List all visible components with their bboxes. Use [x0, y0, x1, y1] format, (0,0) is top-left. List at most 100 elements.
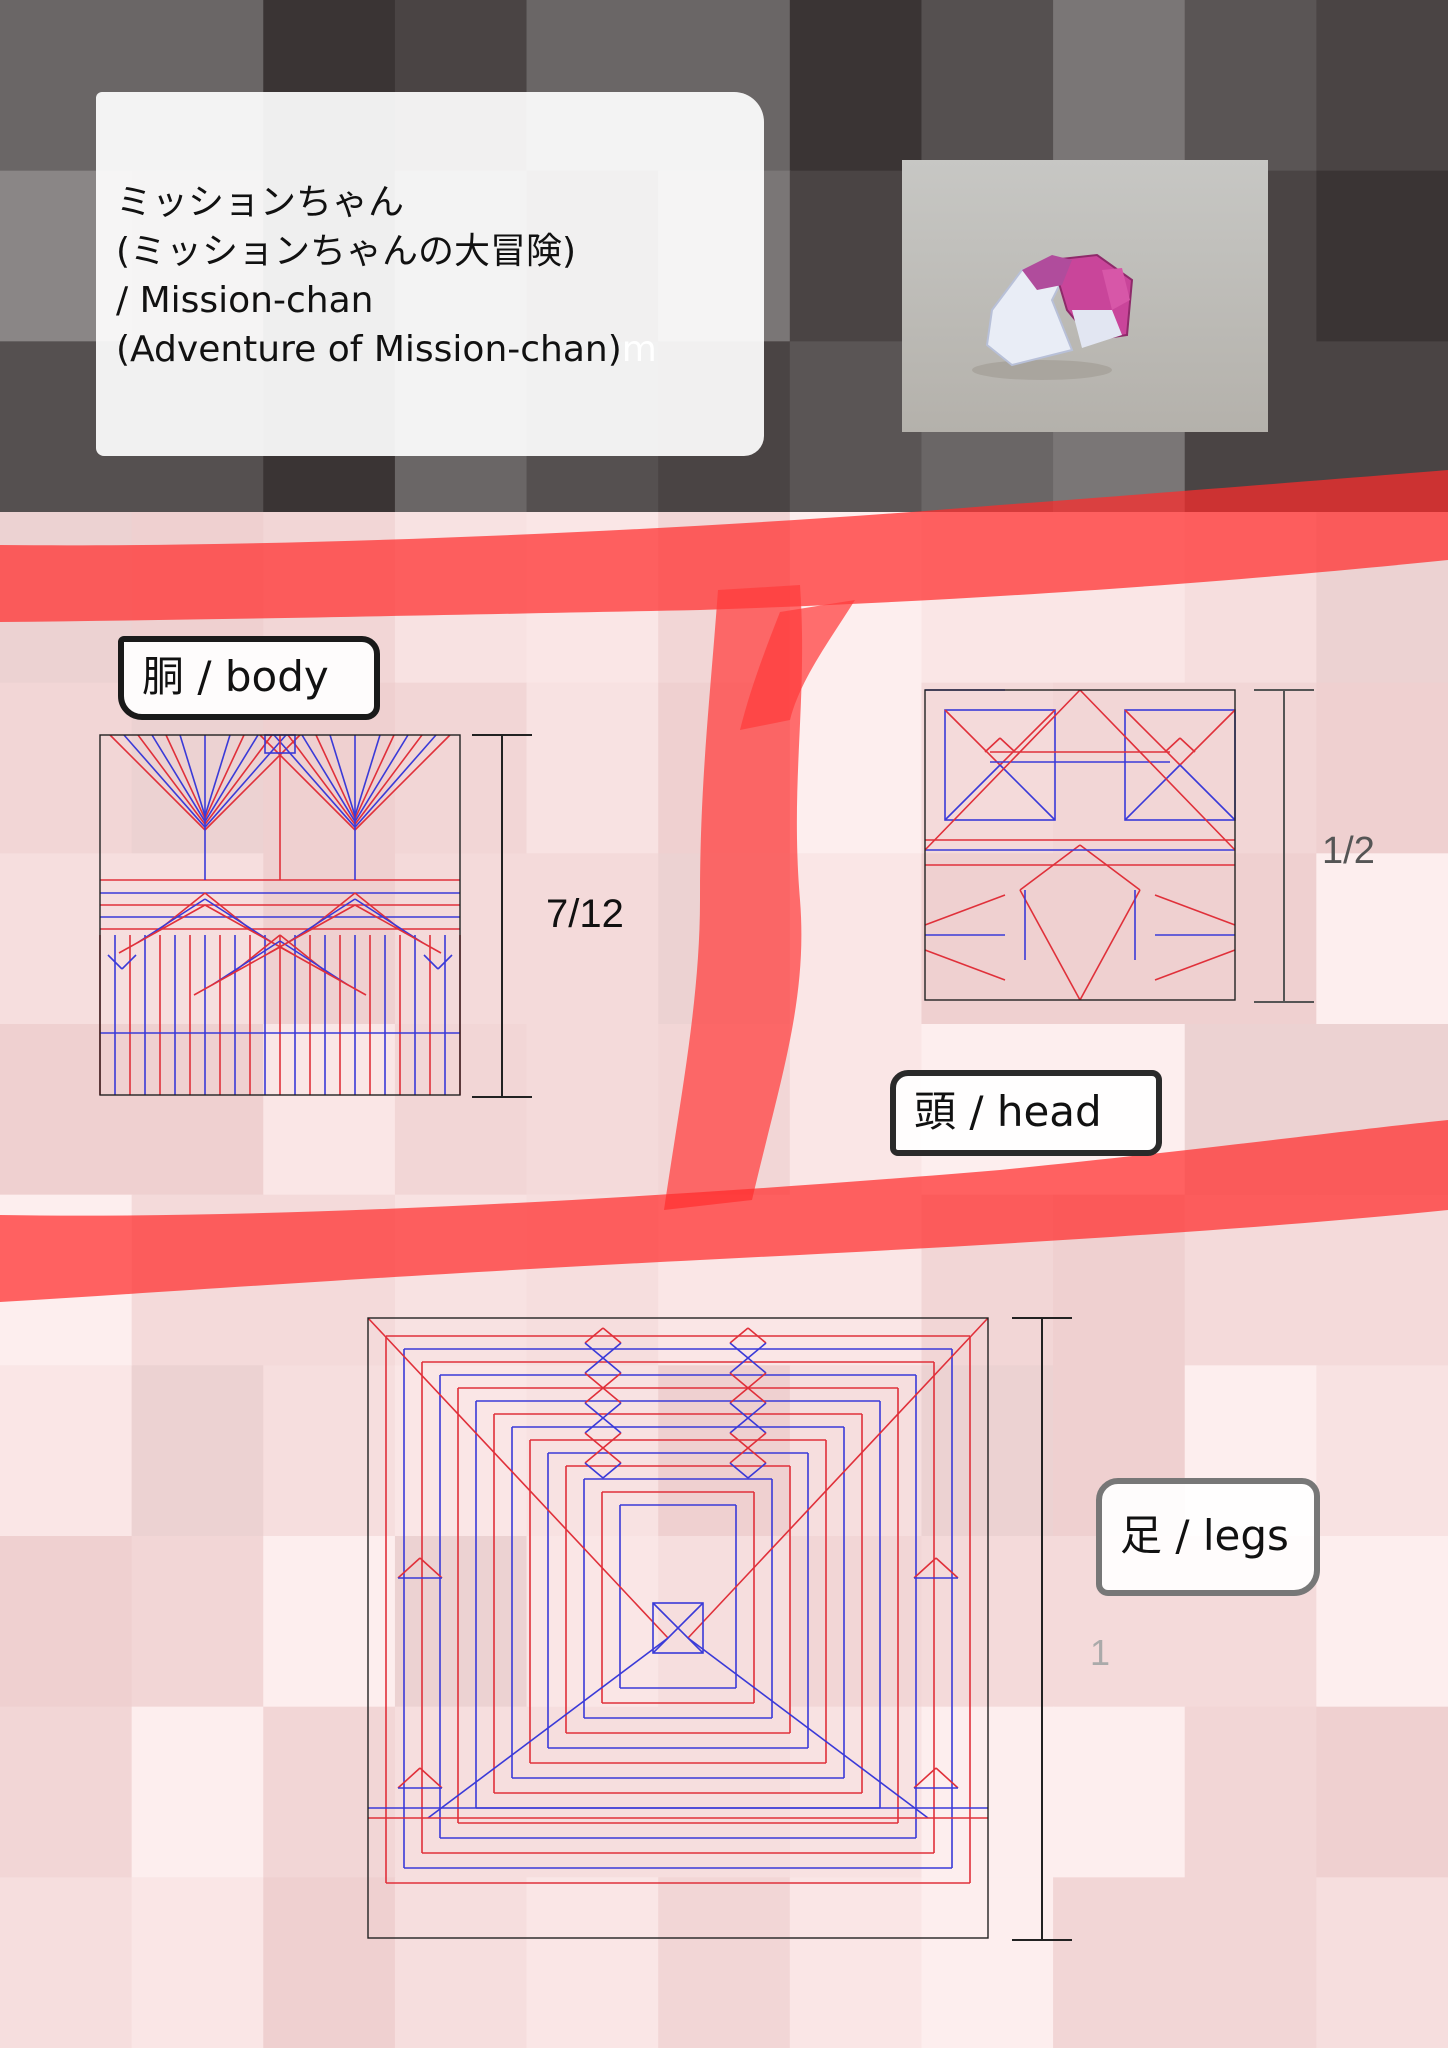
title-block: ミッションちゃん (ミッションちゃんの大冒険) / Mission-chan (… [116, 178, 657, 374]
red-brush-right-arm [740, 600, 855, 730]
legs-diamond-chain [747, 1462, 767, 1479]
mosaic-tile [789, 0, 923, 172]
legs-side-flap [935, 1767, 959, 1789]
mosaic-tile [131, 1536, 265, 1708]
mosaic-tile [394, 1877, 528, 2048]
mosaic-tile [658, 1536, 791, 1708]
legs-diamond-chain [602, 1417, 622, 1434]
legs-diamond-chain [729, 1387, 749, 1404]
title-japanese: ミッションちゃん [116, 182, 405, 223]
legs-outline [367, 1317, 989, 1939]
legs-diamond-chain [747, 1372, 767, 1389]
mosaic-tile [1053, 853, 1186, 1025]
legs-diamond-chain [747, 1327, 767, 1344]
head-corner-square [944, 709, 1056, 821]
legs-diamond-chain [747, 1432, 767, 1449]
mosaic-tile [658, 1365, 791, 1537]
legs-diamond-chain [584, 1432, 604, 1449]
red-brush-top [0, 470, 1448, 622]
mosaic-tile [0, 1365, 133, 1537]
legs-diamond-chain [729, 1402, 749, 1419]
head-diamond [1179, 737, 1196, 753]
head-side-crease [1154, 894, 1236, 926]
title-english-subtitle-line: (Adventure of Mission-chan)m [116, 325, 657, 374]
body-diagonal-crease [165, 734, 206, 820]
legs-diamond-chain [729, 1432, 749, 1449]
title-ghost-letter: m [621, 329, 657, 370]
mosaic-tile [789, 1365, 923, 1537]
body-edge-chevron [107, 954, 123, 970]
red-brush-bottom [0, 1120, 1448, 1302]
body-diagonal-crease [287, 734, 356, 825]
body-chevron-crease [118, 904, 206, 954]
body-diagonal-crease [204, 734, 287, 828]
mosaic-tile [658, 1877, 791, 2048]
mosaic-tile [1316, 1877, 1448, 2048]
legs-diamond-chain [747, 1402, 767, 1419]
red-brush-vertical [664, 585, 803, 1210]
body-diagonal-crease [204, 734, 245, 820]
legs-diamond-chain [729, 1327, 749, 1344]
head-center-crease [1079, 844, 1141, 891]
head-center-crease [1079, 889, 1141, 1001]
head-diagonal-crease [1179, 764, 1236, 821]
body-chevron-crease [268, 904, 356, 954]
body-diagonal-crease [354, 734, 395, 820]
body-diagonal-crease [329, 734, 356, 817]
mosaic-tile [394, 1536, 528, 1708]
mosaic-tile [1053, 1706, 1186, 1879]
mosaic-tile [1316, 0, 1448, 172]
mosaic-tile [921, 682, 1055, 855]
legs-side-flap [419, 1767, 443, 1789]
body-diagonal-crease [204, 734, 273, 825]
mosaic-tile [1316, 1365, 1448, 1537]
body-diagonal-crease [354, 734, 451, 831]
mosaic-tile [526, 1877, 660, 2048]
mosaic-tile [1184, 682, 1318, 855]
body-chevron-crease [204, 898, 274, 944]
legs-diamond-chain [729, 1417, 749, 1434]
mosaic-tile [526, 853, 660, 1025]
mosaic-tile [1053, 1877, 1186, 2048]
body-diagonal-crease [354, 734, 423, 825]
mosaic-tile [789, 170, 923, 343]
mosaic-tile [263, 1877, 396, 2048]
head-center-crease [1019, 889, 1081, 1001]
legs-diamond-chain [584, 1462, 604, 1479]
body-diagonal-crease [204, 734, 301, 831]
mosaic-tile [394, 1024, 528, 1196]
head-diagonal-crease [944, 764, 1001, 821]
head-diagonal-crease [1179, 709, 1236, 766]
title-english-subtitle: (Adventure of Mission-chan) [116, 329, 622, 370]
body-diagonal-crease [315, 734, 356, 820]
legs-diamond-chain [602, 1342, 622, 1359]
head-diamond [999, 737, 1016, 753]
mosaic-tile [1316, 853, 1448, 1025]
mosaic-tile [1316, 1706, 1448, 1879]
legs-diamond-chain [584, 1372, 604, 1389]
legs-side-flap [419, 1557, 443, 1579]
head-long-diagonal [924, 689, 1081, 851]
legs-side-flap [397, 1557, 421, 1579]
legs-diamond-chain [602, 1387, 622, 1404]
mosaic-tile [131, 853, 265, 1025]
body-chevron-crease [211, 940, 281, 986]
mosaic-tile [263, 1024, 396, 1196]
body-chevron-crease [193, 946, 281, 996]
mosaic-tile [526, 1024, 660, 1196]
legs-diamond-chain [584, 1387, 604, 1404]
head-diamond [1164, 737, 1181, 753]
legs-diamond-chain [729, 1462, 749, 1479]
legs-diamond-chain [729, 1357, 749, 1374]
mosaic-tile [263, 1365, 396, 1537]
legs-diamond-chain [602, 1432, 622, 1449]
legs-diamond-chain [747, 1447, 767, 1464]
mosaic-tile [1316, 170, 1448, 343]
legs-diamond-chain [602, 1462, 622, 1479]
mosaic-tile [1184, 0, 1318, 172]
body-diagonal-crease [273, 734, 356, 828]
